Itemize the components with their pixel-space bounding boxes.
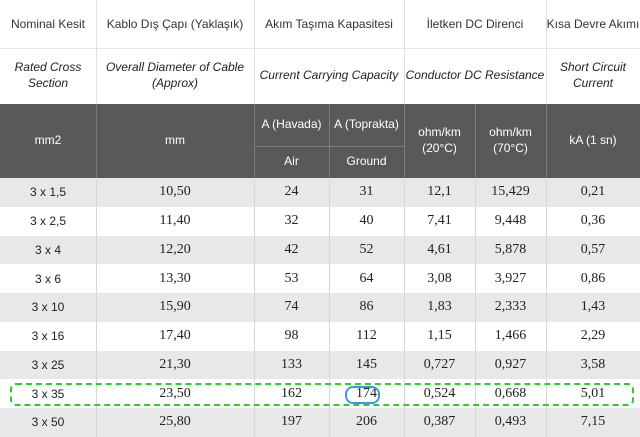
cell-air: 74: [284, 299, 299, 315]
cell-air: 133: [281, 356, 302, 372]
unit-ka: kA (1 sn): [546, 104, 640, 178]
cell-r70: 15,429: [491, 184, 530, 200]
highlight-row-box: [10, 383, 634, 406]
cell-r20: 7,41: [427, 213, 452, 229]
header-shortcircuit-en: Short Circuit Current: [559, 60, 627, 90]
cell-r70: 0,493: [494, 414, 527, 430]
header-section-en: Rated Cross Section: [14, 60, 82, 90]
cell-r20: 1,83: [427, 299, 452, 315]
cell-air: 98: [284, 328, 299, 344]
header-capacity-en: Current Carrying Capacity: [259, 68, 399, 83]
table-row: [0, 293, 640, 322]
cell-r70: 0,927: [494, 356, 527, 372]
cell-diameter: 13,30: [159, 270, 191, 286]
cell-shortcircuit: 2,29: [580, 328, 606, 344]
cell-r20: 0,524: [423, 385, 456, 401]
cell-diameter: 10,50: [159, 184, 191, 200]
unit-mm2: mm2: [0, 104, 96, 178]
cell-diameter: 11,40: [159, 213, 191, 229]
cell-section: 3 x 16: [31, 329, 65, 344]
cell-r70: 5,878: [494, 241, 527, 257]
cell-ground: 112: [356, 328, 377, 344]
cell-r20: 12,1: [427, 184, 452, 200]
cell-diameter: 12,20: [159, 241, 191, 257]
cell-ground: 86: [359, 299, 374, 315]
header-section-tr: Nominal Kesit: [10, 16, 86, 31]
cell-r20: 0,727: [423, 356, 456, 372]
cell-r70: 2,333: [494, 299, 527, 315]
cell-diameter: 25,80: [159, 414, 191, 430]
cell-ground: 206: [356, 414, 377, 430]
unit-toprakta: A (Toprakta): [329, 104, 404, 146]
cell-ground: 52: [359, 241, 374, 257]
cell-shortcircuit: 3,58: [580, 356, 606, 372]
cell-shortcircuit: 0,86: [580, 270, 606, 286]
cell-r70: 1,466: [494, 328, 527, 344]
cell-ground: 174: [356, 385, 377, 401]
cell-section: 3 x 6: [34, 271, 61, 286]
highlight-value-circle: [345, 386, 380, 404]
cell-shortcircuit: 0,57: [580, 241, 606, 257]
cell-diameter: 23,50: [159, 385, 191, 401]
cell-section: 3 x 1,5: [29, 185, 67, 200]
cell-r20: 4,61: [427, 241, 452, 257]
cell-shortcircuit: 7,15: [580, 414, 606, 430]
table-row: [0, 350, 640, 380]
unit-ground: Ground: [329, 146, 404, 178]
cell-section: 3 x 50: [31, 415, 65, 430]
cell-ground: 40: [359, 213, 374, 229]
table-row: [0, 408, 640, 437]
header-resistance-en: Conductor DC Resistance: [405, 68, 545, 83]
cell-shortcircuit: 0,36: [580, 213, 606, 229]
table-row: [0, 321, 640, 351]
cell-r70: 0,668: [494, 385, 527, 401]
cell-diameter: 15,90: [159, 299, 191, 315]
cell-diameter: 17,40: [159, 328, 191, 344]
unit-ohm-20: ohm/km (20°C): [404, 104, 475, 178]
cell-ground: 31: [359, 184, 374, 200]
cell-shortcircuit: 0,21: [580, 184, 606, 200]
cell-air: 42: [284, 241, 299, 257]
cell-r20: 0,387: [423, 414, 456, 430]
unit-ohm-70: ohm/km (70°C): [475, 104, 546, 178]
cell-diameter: 21,30: [159, 356, 191, 372]
cell-air: 24: [284, 184, 299, 200]
cell-section: 3 x 10: [31, 300, 65, 315]
unit-mm: mm: [96, 104, 254, 178]
cell-shortcircuit: 1,43: [580, 299, 606, 315]
cell-air: 32: [284, 213, 299, 229]
cell-r20: 1,15: [427, 328, 452, 344]
cell-ground: 145: [356, 356, 377, 372]
cell-shortcircuit: 5,01: [580, 385, 606, 401]
cell-section: 3 x 4: [34, 242, 61, 257]
header-diameter-en: Overall Diameter of Cable (Approx): [105, 60, 245, 90]
header-diameter-tr: Kablo Dış Çapı (Yaklaşık): [106, 16, 244, 31]
cell-section: 3 x 35: [31, 386, 65, 401]
cell-r70: 3,927: [494, 270, 527, 286]
table-row: [0, 206, 640, 236]
table-row: [0, 235, 640, 265]
header-capacity-tr: Akım Taşıma Kapasitesi: [265, 16, 393, 31]
cell-r70: 9,448: [494, 213, 527, 229]
cell-r20: 3,08: [427, 270, 452, 286]
unit-havada: A (Havada): [254, 104, 329, 146]
cell-air: 197: [281, 414, 302, 430]
table-row: [0, 264, 640, 293]
header-resistance-tr: İletken DC Direnci: [426, 16, 524, 31]
unit-air: Air: [254, 146, 329, 178]
cell-air: 53: [284, 270, 299, 286]
table-row: [0, 178, 640, 207]
header-shortcircuit-tr: Kısa Devre Akımı: [546, 16, 640, 31]
cell-section: 3 x 25: [31, 357, 65, 372]
cell-air: 162: [281, 385, 302, 401]
cell-ground: 64: [359, 270, 374, 286]
cell-section: 3 x 2,5: [29, 214, 67, 229]
